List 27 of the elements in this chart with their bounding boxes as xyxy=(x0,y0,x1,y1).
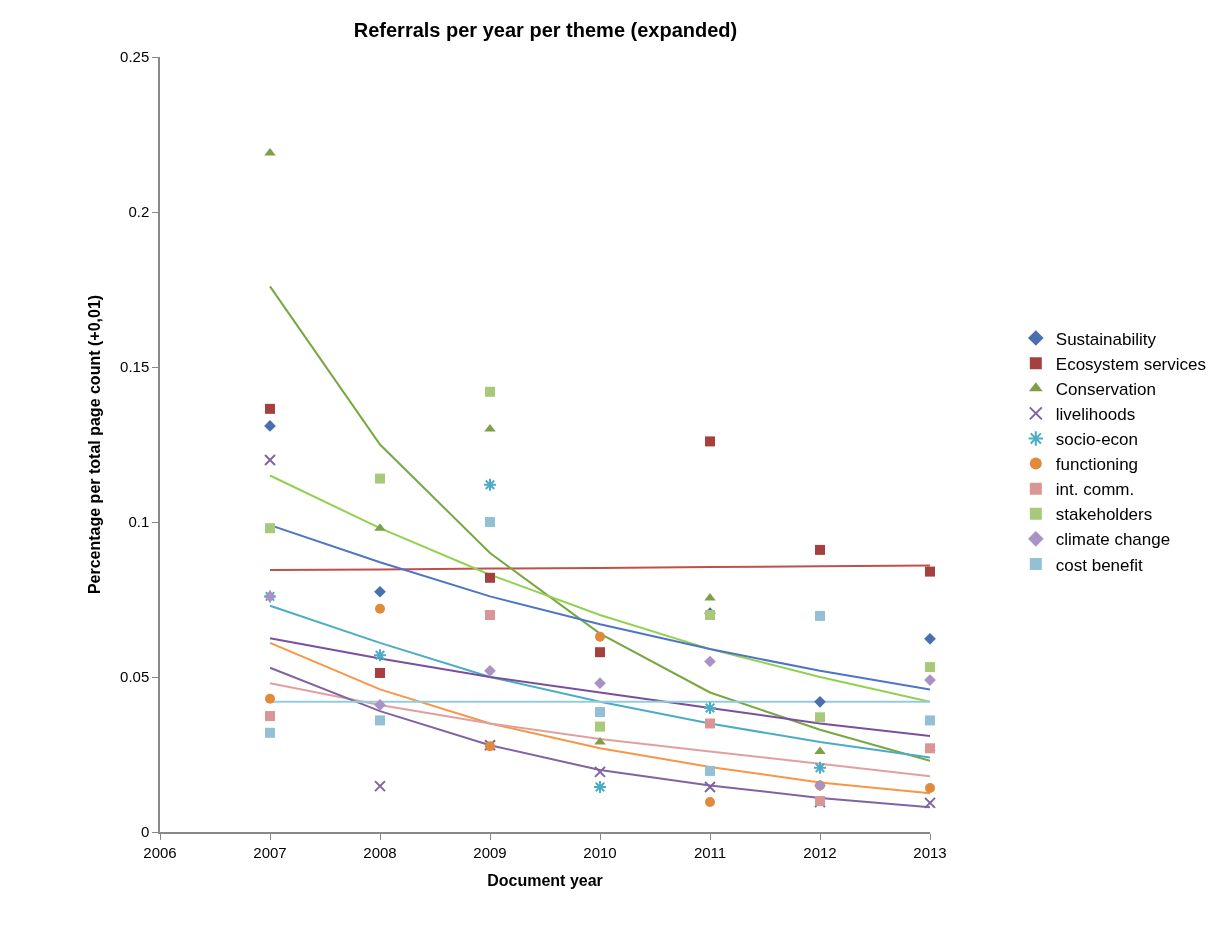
x-tick-label: 2006 xyxy=(143,843,177,861)
legend-label: int. comm. xyxy=(1055,480,1135,500)
x-tick-label: 2010 xyxy=(583,843,617,861)
legend-label: climate change xyxy=(1055,530,1171,550)
legend-label: socio-econ xyxy=(1055,430,1139,450)
y-axis-title: Percentage per total page count (+0,01) xyxy=(86,294,104,595)
y-tick-label: 0.05 xyxy=(120,668,150,686)
legend-label: cost benefit xyxy=(1055,555,1144,575)
legend-label: Sustainability xyxy=(1055,329,1157,349)
legend-label: Ecosystem services xyxy=(1055,354,1207,374)
x-tick-label: 2013 xyxy=(913,843,947,861)
legend-label: livelihoods xyxy=(1055,404,1136,424)
x-axis-title: Document year xyxy=(487,871,603,889)
x-tick-label: 2011 xyxy=(693,843,727,861)
legend-label: functioning xyxy=(1055,455,1139,475)
y-tick-label: 0.25 xyxy=(120,48,150,66)
chart-title: Referrals per year per theme (expanded) xyxy=(353,19,738,42)
y-tick-label: 0.2 xyxy=(128,203,150,221)
y-tick-label: 0.15 xyxy=(120,358,150,376)
y-tick-label: 0 xyxy=(140,823,150,841)
x-tick-label: 2012 xyxy=(803,843,837,861)
legend-label: Conservation xyxy=(1055,379,1156,399)
x-tick-label: 2007 xyxy=(253,843,287,861)
legend-label: stakeholders xyxy=(1055,505,1153,525)
x-tick-label: 2008 xyxy=(363,843,397,861)
y-tick-label: 0.1 xyxy=(128,513,150,531)
x-tick-label: 2009 xyxy=(473,843,507,861)
